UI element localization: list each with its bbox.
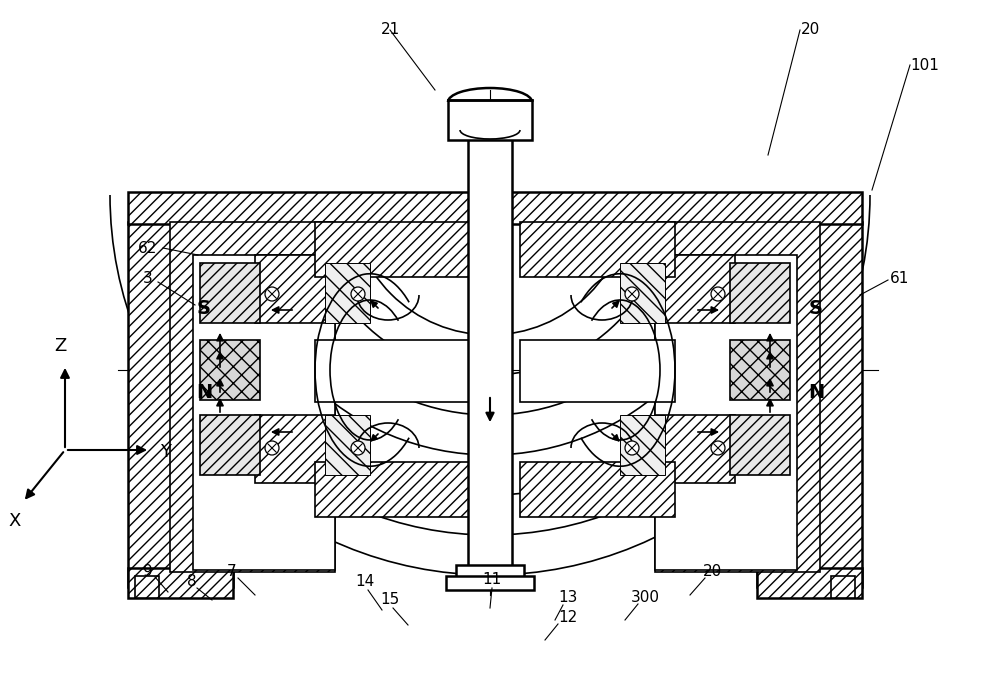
Text: Y: Y (160, 443, 171, 461)
Bar (315, 340, 470, 402)
Bar (468, 135, 512, 580)
Text: Z: Z (54, 337, 66, 355)
Text: X: X (9, 512, 21, 530)
Bar (200, 415, 260, 475)
Bar (620, 263, 665, 323)
Bar (200, 340, 260, 400)
Bar (730, 263, 790, 323)
Bar (520, 222, 675, 277)
Circle shape (351, 441, 365, 455)
Text: 3: 3 (143, 271, 153, 286)
Circle shape (625, 441, 639, 455)
Bar (757, 222, 862, 587)
Text: 61: 61 (890, 271, 910, 286)
Text: 21: 21 (380, 22, 400, 37)
Bar (655, 415, 735, 483)
Bar (255, 415, 335, 483)
Bar (757, 568, 862, 598)
Bar (315, 462, 470, 517)
Bar (325, 263, 370, 323)
Bar (620, 415, 665, 475)
Bar (456, 565, 524, 583)
Bar (135, 576, 159, 598)
Circle shape (265, 441, 279, 455)
Bar (446, 576, 534, 590)
Bar (655, 255, 797, 570)
Text: S: S (197, 299, 211, 318)
Bar (128, 568, 233, 598)
Bar (655, 255, 735, 323)
Text: 15: 15 (380, 593, 400, 608)
Text: 8: 8 (187, 575, 197, 590)
Circle shape (625, 287, 639, 301)
Circle shape (711, 441, 725, 455)
Bar (128, 222, 233, 587)
Text: 9: 9 (143, 564, 153, 580)
Bar (655, 222, 820, 572)
Text: 300: 300 (631, 590, 660, 604)
Bar (325, 415, 370, 475)
Text: 13: 13 (558, 590, 578, 604)
Bar (520, 462, 675, 517)
Bar (128, 192, 862, 224)
Text: N: N (808, 382, 824, 401)
Text: 12: 12 (558, 610, 578, 625)
Text: 11: 11 (482, 573, 502, 588)
Bar (448, 100, 532, 140)
Bar (315, 222, 470, 277)
Text: S: S (809, 299, 823, 318)
Text: 62: 62 (138, 240, 158, 256)
Circle shape (351, 287, 365, 301)
Bar (520, 340, 675, 402)
Bar (730, 340, 790, 400)
Bar (170, 222, 335, 572)
Circle shape (265, 287, 279, 301)
Bar (200, 263, 260, 323)
Text: 20: 20 (800, 22, 820, 37)
Bar (193, 255, 335, 570)
Bar (255, 255, 335, 323)
Bar (730, 415, 790, 475)
Text: N: N (196, 382, 212, 401)
Bar (831, 576, 855, 598)
Text: 14: 14 (355, 575, 375, 590)
Text: 7: 7 (227, 564, 237, 580)
Circle shape (711, 287, 725, 301)
Text: 20: 20 (702, 564, 722, 580)
Text: 101: 101 (911, 58, 939, 73)
